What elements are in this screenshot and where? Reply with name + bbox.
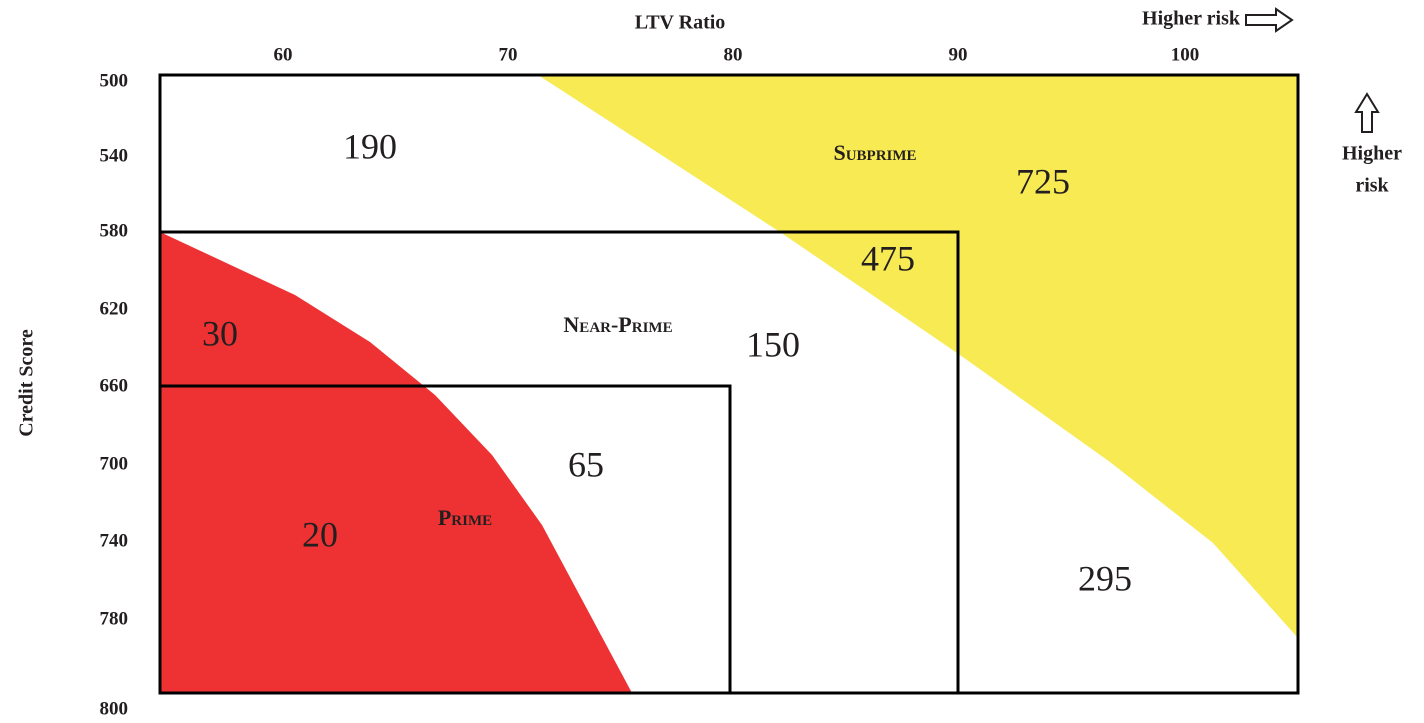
x-risk-label: Higher risk — [1142, 8, 1241, 30]
x-tick-label: 80 — [724, 44, 743, 65]
x-tick-label: 100 — [1171, 44, 1200, 65]
y-tick-label: 740 — [100, 530, 129, 551]
right-arrow — [1245, 7, 1294, 33]
value-label: 150 — [746, 324, 800, 364]
y-tick-label: 500 — [100, 70, 129, 91]
y-risk-label: risk — [1355, 175, 1389, 197]
value-label: 65 — [568, 444, 604, 484]
y-tick-label: 700 — [100, 453, 129, 474]
prime-area — [160, 232, 632, 693]
prime-box — [158, 384, 732, 695]
y-tick-label: 620 — [100, 298, 129, 319]
x-tick-label: 60 — [274, 44, 293, 65]
y-tick-label: 540 — [100, 145, 129, 166]
subprime-area — [538, 75, 1298, 638]
region-label: Near-Prime — [563, 312, 672, 337]
y-tick-label: 800 — [100, 698, 129, 719]
region-label: Subprime — [833, 140, 916, 165]
value-label: 20 — [302, 514, 338, 554]
up-arrow — [1354, 92, 1380, 133]
value-label: 295 — [1078, 558, 1132, 598]
region-label: Prime — [438, 505, 492, 530]
y-risk-label: Higher — [1342, 143, 1402, 165]
y-tick-label: 780 — [100, 608, 129, 629]
value-label: 30 — [202, 313, 238, 353]
x-tick-label: 70 — [499, 44, 518, 65]
x-tick-label: 90 — [949, 44, 968, 65]
value-label: 725 — [1016, 161, 1070, 201]
value-label: 190 — [343, 126, 397, 166]
value-label: 475 — [861, 238, 915, 278]
y-tick-label: 660 — [100, 375, 129, 396]
x-axis-title: LTV Ratio — [635, 12, 726, 34]
y-axis-title: Credit Score — [16, 329, 38, 437]
y-tick-label: 580 — [100, 220, 129, 241]
